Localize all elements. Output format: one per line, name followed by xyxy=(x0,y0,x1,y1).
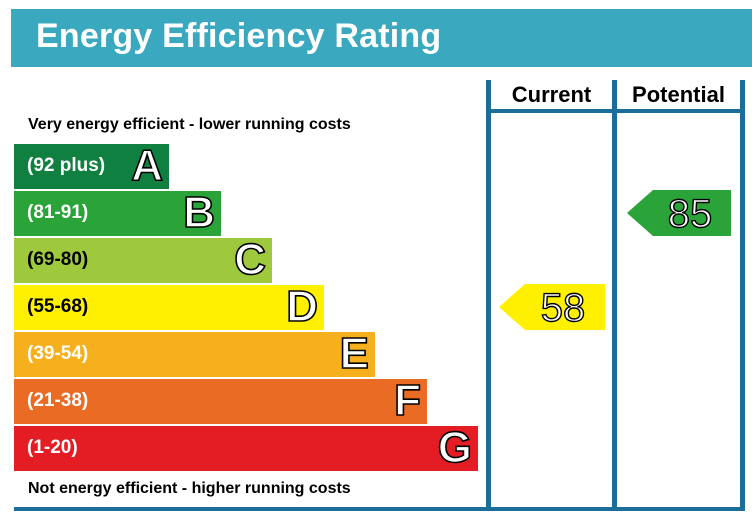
band-letter: B xyxy=(182,187,215,238)
potential-arrow-shape xyxy=(627,190,731,236)
column-header-underline xyxy=(486,109,745,113)
band-letter: C xyxy=(233,234,266,285)
band-letter: F xyxy=(393,375,421,426)
band-range-label: (69-80) xyxy=(27,249,89,270)
band-c: (69-80) C xyxy=(14,234,272,285)
frame-line-middle xyxy=(612,80,617,509)
band-d: (55-68) D xyxy=(14,281,324,332)
band-range-label: (39-54) xyxy=(27,343,89,364)
current-rating-value: 58 xyxy=(540,285,586,330)
band-g: (1-20) G xyxy=(14,422,478,473)
band-range-label: (1-20) xyxy=(27,437,78,458)
potential-rating-arrow: 85 xyxy=(627,190,733,237)
frame-line-left xyxy=(486,80,491,509)
band-letter: E xyxy=(339,328,370,379)
band-range-label: (81-91) xyxy=(27,202,89,223)
page-title: Energy Efficiency Rating xyxy=(36,17,442,55)
current-arrow-shape xyxy=(499,284,605,330)
band-range-label: (92 plus) xyxy=(27,155,106,176)
frame-line-right xyxy=(740,80,745,509)
band-b: (81-91) B xyxy=(14,187,221,238)
band-f: (21-38) F xyxy=(14,375,427,426)
column-header-current: Current xyxy=(511,82,592,107)
band-range-label: (55-68) xyxy=(27,296,89,317)
bottom-caption: Not energy efficient - higher running co… xyxy=(28,480,351,497)
potential-rating-value: 85 xyxy=(667,191,713,236)
current-rating-arrow: 58 xyxy=(499,284,605,331)
band-e: (39-54) E xyxy=(14,328,375,379)
band-range-label: (21-38) xyxy=(27,390,89,411)
top-caption: Very energy efficient - lower running co… xyxy=(28,116,351,133)
band-a: (92 plus) A xyxy=(14,140,169,191)
band-letter: G xyxy=(437,422,473,473)
column-header-potential: Potential xyxy=(632,82,725,107)
bottom-border xyxy=(14,507,745,511)
band-letter: A xyxy=(130,140,163,191)
band-letter: D xyxy=(285,281,318,332)
header-bar: Energy Efficiency Rating xyxy=(11,9,752,67)
